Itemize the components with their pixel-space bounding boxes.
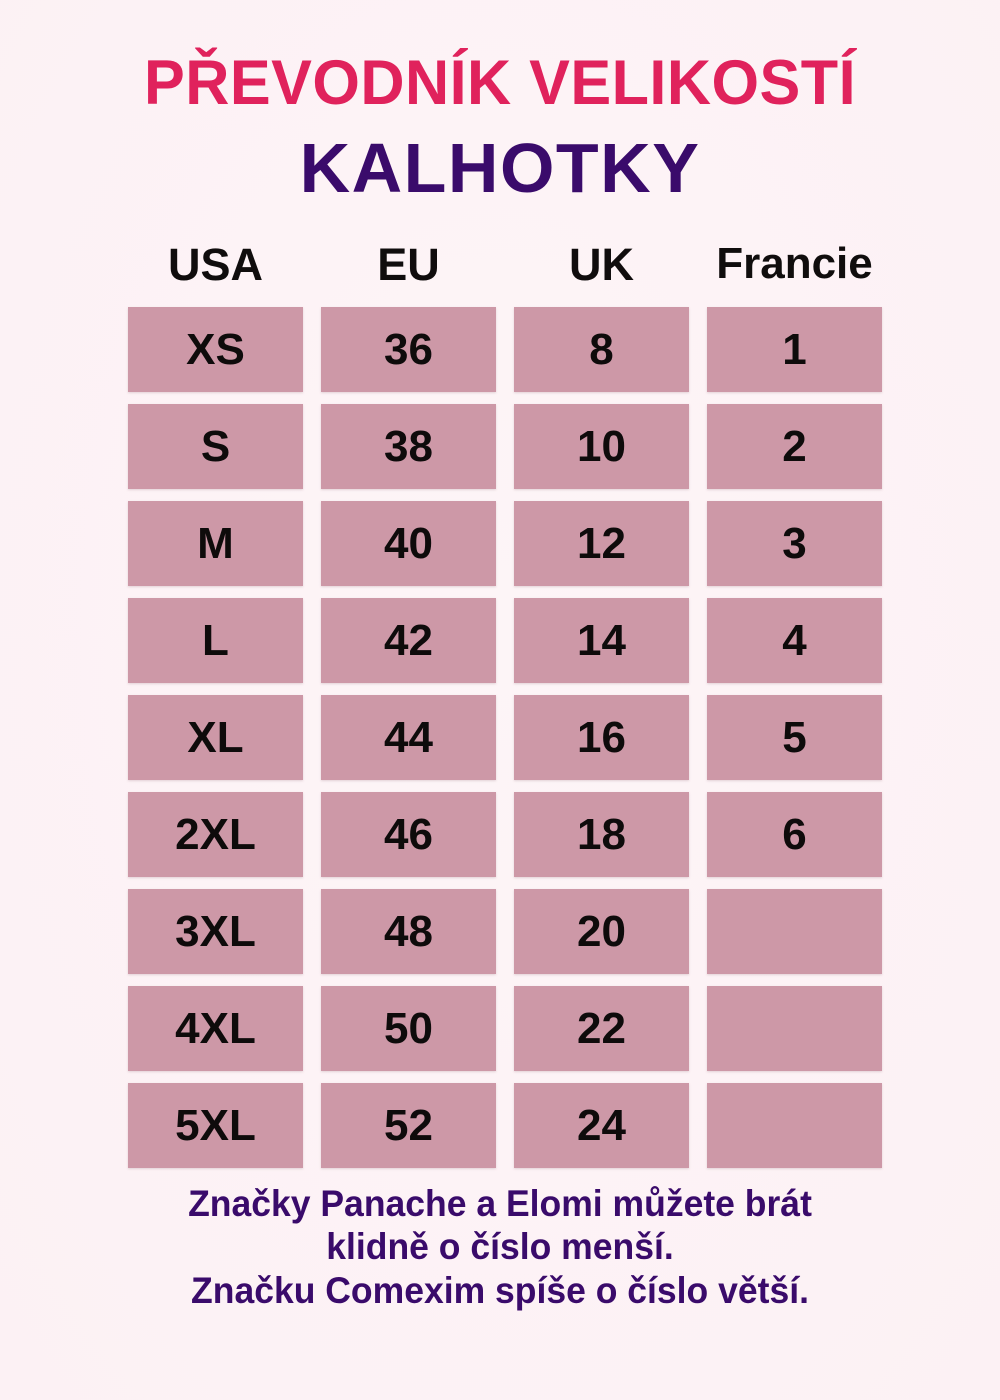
cell-uk: 18 bbox=[514, 792, 689, 877]
cell-francie: 6 bbox=[707, 792, 882, 877]
column-gap bbox=[689, 1083, 707, 1168]
column-gap bbox=[496, 695, 514, 780]
column-gap bbox=[303, 501, 321, 586]
cell-eu: 38 bbox=[321, 404, 496, 489]
column-gap bbox=[303, 889, 321, 974]
size-table: USA EU UK Francie XS 36 8 1 S 38 bbox=[0, 233, 1000, 1168]
cell-eu: 36 bbox=[321, 307, 496, 392]
cell-francie: 3 bbox=[707, 501, 882, 586]
column-gap bbox=[689, 889, 707, 974]
table-row: S 38 10 2 bbox=[128, 404, 882, 489]
cell-uk: 10 bbox=[514, 404, 689, 489]
column-gap bbox=[496, 598, 514, 683]
column-gap bbox=[303, 792, 321, 877]
column-header-uk: UK bbox=[569, 238, 634, 290]
column-gap bbox=[689, 501, 707, 586]
cell-usa: L bbox=[128, 598, 303, 683]
column-gap bbox=[303, 1083, 321, 1168]
column-gap bbox=[496, 1083, 514, 1168]
column-gap bbox=[496, 307, 514, 392]
column-gap bbox=[303, 404, 321, 489]
cell-uk: 8 bbox=[514, 307, 689, 392]
cell-usa: XS bbox=[128, 307, 303, 392]
column-gap bbox=[689, 404, 707, 489]
cell-uk: 22 bbox=[514, 986, 689, 1071]
column-gap bbox=[496, 404, 514, 489]
footer-note: Značky Panache a Elomi můžete brát klidn… bbox=[0, 1182, 1000, 1312]
cell-eu: 44 bbox=[321, 695, 496, 780]
table-row: 2XL 46 18 6 bbox=[128, 792, 882, 877]
cell-usa: S bbox=[128, 404, 303, 489]
page-subtitle: KALHOTKY bbox=[299, 129, 701, 207]
cell-eu: 46 bbox=[321, 792, 496, 877]
cell-eu: 50 bbox=[321, 986, 496, 1071]
table-header-row: USA EU UK Francie bbox=[128, 233, 880, 295]
column-gap bbox=[496, 986, 514, 1071]
column-gap bbox=[303, 695, 321, 780]
column-gap bbox=[689, 307, 707, 392]
column-gap bbox=[689, 792, 707, 877]
column-gap bbox=[303, 598, 321, 683]
cell-usa: M bbox=[128, 501, 303, 586]
table-body: XS 36 8 1 S 38 10 2 M 40 bbox=[128, 307, 882, 1168]
cell-usa: 4XL bbox=[128, 986, 303, 1071]
cell-usa: 5XL bbox=[128, 1083, 303, 1168]
column-gap bbox=[689, 598, 707, 683]
table-row: L 42 14 4 bbox=[128, 598, 882, 683]
table-row: XS 36 8 1 bbox=[128, 307, 882, 392]
table-row: XL 44 16 5 bbox=[128, 695, 882, 780]
cell-francie bbox=[707, 986, 882, 1071]
cell-francie: 2 bbox=[707, 404, 882, 489]
column-gap bbox=[689, 695, 707, 780]
table-row: 4XL 50 22 bbox=[128, 986, 882, 1071]
column-header-usa: USA bbox=[167, 238, 263, 290]
cell-usa: 2XL bbox=[128, 792, 303, 877]
cell-francie: 4 bbox=[707, 598, 882, 683]
cell-uk: 20 bbox=[514, 889, 689, 974]
cell-usa: 3XL bbox=[128, 889, 303, 974]
column-header-francie: Francie bbox=[716, 239, 873, 288]
page-title: PŘEVODNÍK VELIKOSTÍ bbox=[143, 48, 857, 118]
column-gap bbox=[303, 986, 321, 1071]
column-header-eu: EU bbox=[377, 238, 440, 290]
footer-line-3: Značku Comexim spíše o číslo větší. bbox=[191, 1269, 809, 1311]
title-block: PŘEVODNÍK VELIKOSTÍ KALHOTKY bbox=[0, 0, 1000, 207]
cell-uk: 16 bbox=[514, 695, 689, 780]
column-gap bbox=[496, 792, 514, 877]
cell-francie bbox=[707, 889, 882, 974]
cell-usa: XL bbox=[128, 695, 303, 780]
footer-line-2: klidně o číslo menší. bbox=[326, 1226, 674, 1268]
cell-francie bbox=[707, 1083, 882, 1168]
cell-uk: 24 bbox=[514, 1083, 689, 1168]
cell-eu: 52 bbox=[321, 1083, 496, 1168]
column-gap bbox=[689, 986, 707, 1071]
column-gap bbox=[496, 501, 514, 586]
table-row: 3XL 48 20 bbox=[128, 889, 882, 974]
cell-uk: 14 bbox=[514, 598, 689, 683]
cell-uk: 12 bbox=[514, 501, 689, 586]
column-gap bbox=[496, 889, 514, 974]
cell-francie: 5 bbox=[707, 695, 882, 780]
cell-francie: 1 bbox=[707, 307, 882, 392]
cell-eu: 40 bbox=[321, 501, 496, 586]
column-gap bbox=[303, 307, 321, 392]
cell-eu: 42 bbox=[321, 598, 496, 683]
cell-eu: 48 bbox=[321, 889, 496, 974]
table-row: 5XL 52 24 bbox=[128, 1083, 882, 1168]
footer-line-1: Značky Panache a Elomi můžete brát bbox=[188, 1183, 812, 1224]
table-row: M 40 12 3 bbox=[128, 501, 882, 586]
